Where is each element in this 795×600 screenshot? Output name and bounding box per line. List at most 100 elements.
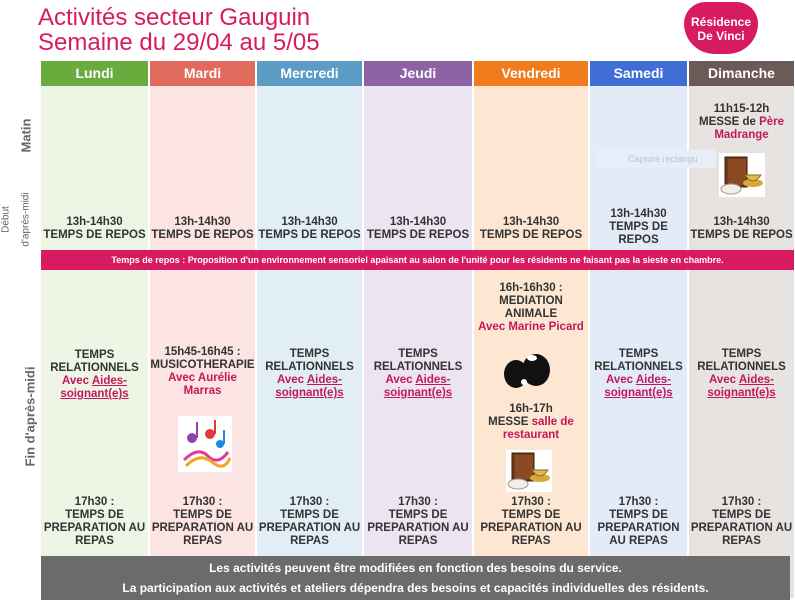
prep-l3: REPAS [398, 535, 438, 547]
mardi-who: Marras [183, 385, 222, 397]
prep-time: 17h30 : [74, 496, 115, 508]
day-column-mardi [150, 61, 255, 598]
repos-time: 13h-14h30 [502, 216, 560, 228]
relationnels-l2: RELATIONNELS [697, 361, 786, 373]
relationnels-l1: TEMPS [618, 348, 659, 360]
relationnels-soignants: soignant(e)s [383, 387, 453, 399]
dimanche-messe-time: 11h15-12h [713, 103, 770, 115]
repos-label: TEMPS DE REPOS [690, 229, 793, 241]
repos-time: 13h-14h30 [174, 216, 231, 228]
relationnels-l2: RELATIONNELS [265, 361, 354, 373]
row-label-fin-apres-midi: Fin d'après-midi [22, 366, 38, 467]
relationnels-aides: Aides- [306, 374, 342, 386]
prep-time: 17h30 : [618, 496, 659, 508]
preparation-lundi: 17h30 : TEMPS DE PREPARATION AU REPAS [41, 496, 148, 548]
vendredi-salle-2: restaurant [502, 429, 560, 441]
prep-l3: REPAS [511, 535, 551, 547]
relationnels-aides: Aides- [738, 374, 774, 386]
vendredi-time: 16h-16h30 : [499, 282, 563, 294]
relationnels-l2: RELATIONNELS [373, 361, 463, 373]
preparation-vendredi: 17h30 : TEMPS DE PREPARATION AU REPAS [474, 496, 588, 548]
row-label-matin: Matin [18, 118, 34, 153]
prep-time: 17h30 : [289, 496, 330, 508]
prep-l3: REPAS [722, 535, 761, 547]
repos-label: TEMPS DE REPOS [258, 229, 361, 241]
prep-l1: TEMPS DE [501, 509, 561, 521]
repos-mardi: 13h-14h30 TEMPS DE REPOS [150, 216, 255, 242]
relationnels-l2: RELATIONNELS [594, 361, 683, 373]
prep-time: 17h30 : [721, 496, 762, 508]
repos-label: TEMPS DE REPOS [151, 229, 254, 241]
relationnels-l1: TEMPS [398, 348, 438, 360]
footer-line-2: La participation aux activités et atelie… [122, 581, 709, 595]
repos-time: 13h-14h30 [610, 208, 667, 220]
prep-l3: REPAS [75, 535, 114, 547]
footer-notice: Les activités peuvent être modifiées en … [41, 556, 790, 600]
relationnels-aides: Aides- [415, 374, 451, 386]
screen-capture-overlay: Capture rectangu [598, 150, 716, 168]
repos-jeudi: 13h-14h30 TEMPS DE REPOS [364, 216, 472, 242]
preparation-samedi: 17h30 : TEMPS DE PREPARATION AU REPAS [590, 496, 687, 548]
prep-l2: PREPARATION AU [151, 522, 254, 534]
prep-l2: PREPARATION AU [43, 522, 146, 534]
prep-l1: TEMPS DE [173, 509, 232, 521]
day-header-mercredi: Mercredi [257, 61, 362, 86]
relationnels-avec: Avec [708, 374, 737, 386]
vendredi-mediation: 16h-16h30 : MEDIATION ANIMALE Avec Marin… [474, 282, 588, 334]
relationnels-avec: Avec [605, 374, 634, 386]
dimanche-messe-label: MESSE de [698, 116, 756, 128]
repos-vendredi: 13h-14h30 TEMPS DE REPOS [474, 216, 588, 242]
temps-relationnels-lundi: TEMPS RELATIONNELS Avec Aides-soignant(e)s [41, 349, 148, 401]
prep-time: 17h30 : [511, 496, 551, 508]
relationnels-l2: RELATIONNELS [50, 362, 139, 374]
animal-silhouette-picture [502, 352, 552, 397]
title-line-1: Activités secteur Gauguin [38, 4, 311, 31]
prep-l1: TEMPS DE [712, 509, 771, 521]
day-header-lundi: Lundi [41, 61, 148, 86]
day-column-vendredi [474, 61, 588, 598]
repos-label-2: REPOS [618, 234, 659, 246]
relationnels-aides: Aides- [635, 374, 671, 386]
prep-l2: PREPARATION AU [480, 522, 582, 534]
logo-line-2: De Vinci [697, 29, 745, 43]
prep-l3: REPAS [183, 535, 222, 547]
prep-l1: TEMPS DE [280, 509, 339, 521]
logo-line-1: Résidence [690, 15, 752, 29]
title-line-2: Semaine du 29/04 au 5/05 [38, 29, 320, 56]
temps-relationnels-dimanche: TEMPS RELATIONNELS Avec Aides-soignant(e)s [689, 348, 794, 400]
relationnels-soignants: soignant(e)s [60, 388, 129, 400]
preparation-dimanche: 17h30 : TEMPS DE PREPARATION AU REPAS [689, 496, 794, 548]
repos-label: TEMPS DE REPOS [366, 229, 470, 241]
vendredi-who: Avec Marine Picard [478, 321, 584, 333]
residence-logo: Résidence De Vinci [684, 2, 758, 54]
vendredi-l2: ANIMALE [504, 308, 558, 320]
dimanche-messe: 11h15-12h MESSE de Père Madrange [689, 103, 794, 142]
relationnels-l1: TEMPS [289, 348, 330, 360]
repos-time: 13h-14h30 [66, 216, 123, 228]
vendredi-l1: MEDIATION [499, 295, 563, 307]
relationnels-l1: TEMPS [74, 349, 115, 361]
repos-time: 13h-14h30 [389, 216, 447, 228]
mardi-time: 15h45-16h45 : [164, 346, 241, 358]
row-label-debut-apres-midi: d'après-midi [20, 192, 32, 247]
mardi-avec: Avec Aurélie [168, 372, 237, 384]
day-header-dimanche: Dimanche [689, 61, 794, 86]
relationnels-avec: Avec [385, 374, 413, 386]
day-column-mercredi [257, 61, 362, 598]
preparation-jeudi: 17h30 : TEMPS DE PREPARATION AU REPAS [364, 496, 472, 548]
repos-dimanche: 13h-14h30 TEMPS DE REPOS [689, 216, 794, 242]
day-header-samedi: Samedi [590, 61, 687, 86]
prep-time: 17h30 : [398, 496, 438, 508]
prep-l1: TEMPS DE [388, 509, 448, 521]
prep-l3: AU REPAS [609, 535, 668, 547]
prep-l2: PREPARATION AU [258, 522, 361, 534]
day-column-lundi [41, 61, 148, 598]
music-notes-picture [178, 416, 232, 477]
day-header-jeudi: Jeudi [364, 61, 472, 86]
vendredi-messe-time: 16h-17h [509, 403, 553, 415]
vendredi-salle: salle de [531, 416, 574, 428]
footer-line-1: Les activités peuvent être modifiées en … [209, 561, 622, 575]
relationnels-avec: Avec [61, 375, 90, 387]
prep-l2: PREPARATION AU [367, 522, 469, 534]
dimanche-messe-who: Père Madrange [714, 116, 785, 141]
